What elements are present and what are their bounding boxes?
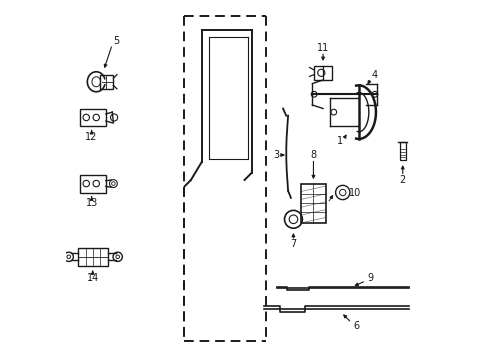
Text: 6: 6 [352,321,358,331]
Text: 7: 7 [290,239,296,249]
Bar [80,175,106,193]
Text: 8: 8 [310,150,316,160]
Bar [78,248,108,266]
Text: 9: 9 [366,273,372,283]
Text: 1: 1 [337,136,343,147]
Text: 11: 11 [316,43,328,53]
Bar [313,66,331,80]
Bar [80,109,106,126]
Text: 13: 13 [85,198,98,208]
Text: 2: 2 [399,175,405,185]
Text: 5: 5 [113,36,119,46]
Text: 4: 4 [371,70,377,80]
Bar [100,75,113,89]
Text: 12: 12 [85,132,98,142]
Bar [301,184,325,223]
Text: 3: 3 [273,150,279,160]
Text: 10: 10 [348,188,361,198]
Bar [399,143,405,160]
Text: 14: 14 [86,273,99,283]
